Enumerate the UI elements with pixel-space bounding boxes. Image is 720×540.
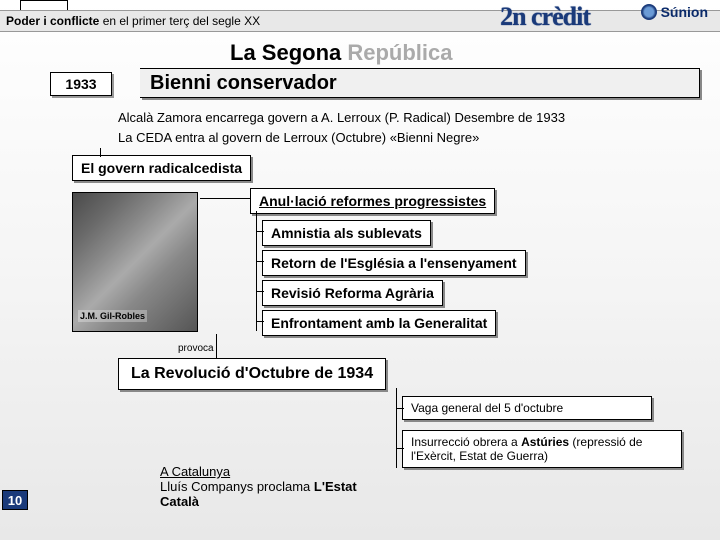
connector-line bbox=[396, 448, 404, 449]
logo-text: Súnion bbox=[661, 4, 708, 20]
connector-line bbox=[216, 334, 217, 358]
paragraph-2: La CEDA entra al govern de Lerroux (Octu… bbox=[118, 130, 698, 145]
reform-4: Enfrontament amb la Generalitat bbox=[262, 310, 496, 336]
connector-line bbox=[100, 148, 101, 157]
context-rest: en el primer terç del segle XX bbox=[99, 14, 260, 28]
revolucio-box: La Revolució d'Octubre de 1934 bbox=[118, 358, 386, 390]
connector-line bbox=[256, 231, 264, 232]
catalunya-line1: A Catalunya bbox=[160, 464, 230, 479]
section-title: Bienni conservador bbox=[140, 68, 700, 98]
paragraph-1: Alcalà Zamora encarrega govern a A. Lerr… bbox=[118, 110, 698, 125]
page-title: La Segona República bbox=[230, 40, 453, 66]
header-bar: Poder i conflicte en el primer terç del … bbox=[0, 10, 720, 32]
year-box: 1933 bbox=[50, 72, 112, 96]
reform-1: Amnistia als sublevats bbox=[262, 220, 431, 246]
vaga-box: Vaga general del 5 d'octubre bbox=[402, 396, 652, 420]
title-main: La Segona bbox=[230, 40, 347, 65]
reforms-title: Anul·lació reformes progressistes bbox=[250, 188, 495, 214]
photo-caption: J.M. Gil-Robles bbox=[78, 310, 147, 322]
context-bold: Poder i conflicte bbox=[6, 14, 99, 28]
connector-line bbox=[256, 261, 264, 262]
insurreccio-box: Insurrecció obrera a Astúries (repressió… bbox=[402, 430, 682, 468]
insurr-pre: Insurrecció obrera a bbox=[411, 435, 521, 449]
reform-2: Retorn de l'Església a l'ensenyament bbox=[262, 250, 526, 276]
logo: Súnion bbox=[641, 4, 708, 20]
title-faded: República bbox=[347, 40, 452, 65]
catalunya-line2-pre: Lluís Companys proclama bbox=[160, 479, 314, 494]
reform-3: Revisió Reforma Agrària bbox=[262, 280, 443, 306]
connector-line bbox=[256, 211, 257, 331]
insurr-bold: Astúries bbox=[521, 435, 569, 449]
govern-box: El govern radicalcedista bbox=[72, 155, 251, 181]
provoca-label: provoca bbox=[178, 343, 214, 354]
page-number: 10 bbox=[2, 490, 28, 510]
connector-line bbox=[396, 388, 397, 468]
credit-label: 2n crèdit bbox=[500, 2, 590, 32]
connector-line bbox=[256, 291, 264, 292]
connector-line bbox=[396, 408, 404, 409]
catalunya-block: A Catalunya Lluís Companys proclama L'Es… bbox=[160, 464, 390, 509]
logo-icon bbox=[641, 4, 657, 20]
connector-line bbox=[256, 321, 264, 322]
connector-line bbox=[200, 198, 250, 199]
context-text: Poder i conflicte en el primer terç del … bbox=[6, 14, 260, 28]
